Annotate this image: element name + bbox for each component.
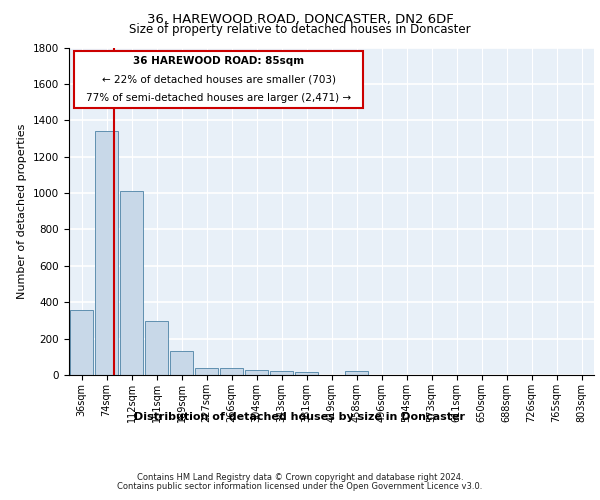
- Bar: [344, 372, 368, 375]
- Bar: [95, 131, 118, 375]
- Text: Contains public sector information licensed under the Open Government Licence v3: Contains public sector information licen…: [118, 482, 482, 491]
- Text: 77% of semi-detached houses are larger (2,471) →: 77% of semi-detached houses are larger (…: [86, 93, 351, 103]
- Bar: [145, 322, 169, 375]
- Text: Distribution of detached houses by size in Doncaster: Distribution of detached houses by size …: [134, 412, 466, 422]
- Text: Size of property relative to detached houses in Doncaster: Size of property relative to detached ho…: [129, 22, 471, 36]
- Bar: [269, 372, 293, 375]
- Bar: [194, 368, 218, 375]
- Text: ← 22% of detached houses are smaller (703): ← 22% of detached houses are smaller (70…: [101, 74, 335, 85]
- Bar: [245, 370, 268, 375]
- Text: Contains HM Land Registry data © Crown copyright and database right 2024.: Contains HM Land Registry data © Crown c…: [137, 472, 463, 482]
- Bar: [70, 310, 94, 375]
- Bar: [295, 372, 319, 375]
- Y-axis label: Number of detached properties: Number of detached properties: [17, 124, 28, 299]
- Bar: [170, 352, 193, 375]
- Text: 36 HAREWOOD ROAD: 85sqm: 36 HAREWOOD ROAD: 85sqm: [133, 56, 304, 66]
- Bar: [119, 191, 143, 375]
- Text: 36, HAREWOOD ROAD, DONCASTER, DN2 6DF: 36, HAREWOOD ROAD, DONCASTER, DN2 6DF: [146, 12, 454, 26]
- Bar: [220, 368, 244, 375]
- FancyBboxPatch shape: [74, 51, 363, 108]
